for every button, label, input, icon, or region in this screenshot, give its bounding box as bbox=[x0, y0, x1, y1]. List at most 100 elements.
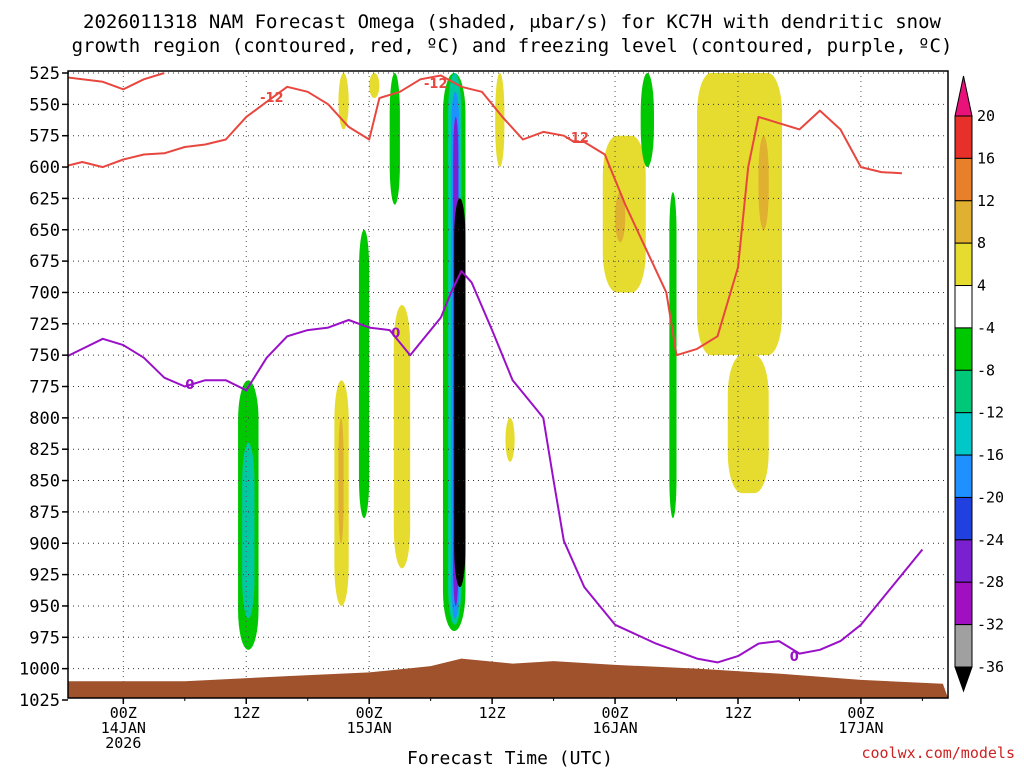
dendritic-contour-label: -12 bbox=[260, 91, 284, 106]
y-tick-label: 1000 bbox=[19, 660, 60, 680]
colorbar-band bbox=[954, 454, 973, 498]
colorbar-label: 16 bbox=[977, 149, 995, 167]
x-tick-label: 12Z bbox=[724, 704, 751, 722]
colorbar-label: -28 bbox=[977, 573, 1004, 591]
colorbar-label: -20 bbox=[977, 488, 1004, 506]
contour-2 bbox=[68, 270, 924, 664]
x-tick-label: 00Z bbox=[847, 704, 874, 722]
freezing-contour-label: 0 bbox=[790, 650, 799, 665]
colorbar-band bbox=[954, 539, 973, 583]
colorbar-band bbox=[954, 115, 973, 159]
plot-background bbox=[68, 71, 948, 698]
omega-region-5 bbox=[393, 304, 411, 569]
omega-region-21 bbox=[727, 355, 769, 494]
credit-text: coolwx.com/models bbox=[861, 744, 1015, 762]
y-tick-label: 1025 bbox=[19, 691, 60, 711]
y-tick-label: 550 bbox=[29, 95, 60, 115]
y-tick-label: 825 bbox=[29, 440, 60, 460]
colorbar-label: -32 bbox=[977, 616, 1004, 634]
x-tick-label: 14JAN bbox=[101, 719, 146, 737]
colorbar-label: -24 bbox=[977, 531, 1004, 549]
omega-region-15 bbox=[505, 417, 515, 462]
x-tick-label: 00Z bbox=[110, 704, 137, 722]
dendritic-contour-label: -12 bbox=[565, 131, 589, 146]
y-tick-label: 875 bbox=[29, 503, 60, 523]
contour-1 bbox=[68, 74, 902, 357]
y-tick-label: 625 bbox=[29, 189, 60, 209]
omega-region-3 bbox=[338, 417, 344, 544]
omega-region-22 bbox=[758, 135, 769, 230]
freezing-contour-label: 0 bbox=[185, 378, 194, 393]
colorbar-label: -12 bbox=[977, 404, 1004, 422]
y-tick-label: 900 bbox=[29, 534, 60, 554]
y-tick-label: 975 bbox=[29, 628, 60, 648]
y-tick-label: 700 bbox=[29, 283, 60, 303]
omega-region-7 bbox=[369, 73, 380, 99]
plot-area: -12 -12 -12 0 0 0 bbox=[68, 71, 948, 698]
colorbar: 20 16 12 8 4 -4 -8 -12 -16 -20 -24 -28 -32 -36 bbox=[954, 75, 1004, 693]
omega-region-19 bbox=[669, 192, 677, 519]
plot-frame bbox=[67, 70, 949, 699]
x-tick-label: 17JAN bbox=[838, 719, 883, 737]
x-tick-label: 16JAN bbox=[592, 719, 637, 737]
colorbar-label: -36 bbox=[977, 658, 1004, 676]
colorbar-band bbox=[954, 624, 973, 668]
plot-border bbox=[67, 70, 949, 699]
colorbar-bottom-arrow bbox=[954, 666, 973, 693]
colorbar-band bbox=[954, 200, 973, 244]
contour-0 bbox=[68, 72, 165, 91]
chart-title-line2: growth region (contoured, red, ºC) and f… bbox=[72, 35, 953, 57]
x-tick-label: 00Z bbox=[602, 704, 629, 722]
colorbar-label: -16 bbox=[977, 446, 1004, 464]
colorbar-label: 4 bbox=[977, 277, 986, 295]
omega-region-1 bbox=[242, 442, 255, 619]
colorbar-band bbox=[954, 369, 973, 414]
colorbar-label: -8 bbox=[977, 361, 995, 379]
colorbar-band bbox=[954, 496, 973, 541]
x-tick-label: 12Z bbox=[233, 704, 260, 722]
colorbar-label: 12 bbox=[977, 192, 995, 210]
y-tick-label: 775 bbox=[29, 378, 60, 398]
x-axis-label: Forecast Time (UTC) bbox=[407, 748, 613, 768]
terrain-surface bbox=[68, 658, 948, 698]
colorbar-band bbox=[954, 412, 973, 456]
omega-region-20 bbox=[697, 73, 783, 356]
y-tick-label: 525 bbox=[29, 64, 60, 84]
colorbar-band bbox=[954, 285, 973, 329]
omega-region-6 bbox=[338, 73, 349, 130]
omega-region-18 bbox=[640, 73, 654, 168]
freezing-contour-label: 0 bbox=[391, 327, 400, 342]
y-tick-label: 925 bbox=[29, 566, 60, 586]
colorbar-label: 8 bbox=[977, 234, 986, 252]
x-tick-label: 15JAN bbox=[347, 719, 392, 737]
y-tick-label: 750 bbox=[29, 346, 60, 366]
omega-region-4 bbox=[358, 229, 370, 519]
x-tick-label: 2026 bbox=[105, 734, 141, 752]
y-tick-label: 800 bbox=[29, 409, 60, 429]
chart-title-line1: 2026011318 NAM Forecast Omega (shaded, μ… bbox=[83, 11, 941, 33]
colorbar-label: -4 bbox=[977, 319, 995, 337]
omega-region-17 bbox=[615, 192, 626, 243]
y-tick-label: 950 bbox=[29, 597, 60, 617]
colorbar-band bbox=[954, 327, 973, 371]
y-tick-label: 725 bbox=[29, 315, 60, 335]
y-tick-label: 675 bbox=[29, 252, 60, 272]
y-tick-label: 575 bbox=[29, 127, 60, 147]
y-tick-label: 850 bbox=[29, 472, 60, 492]
dendritic-contour-label: -12 bbox=[424, 77, 448, 92]
y-axis: 525 550 575 600 625 650 675 700 725 750 775 800 825 8… bbox=[19, 64, 68, 711]
x-tick-label: 00Z bbox=[356, 704, 383, 722]
colorbar-band bbox=[954, 581, 973, 626]
y-tick-label: 600 bbox=[29, 158, 60, 178]
colorbar-band bbox=[954, 242, 973, 287]
omega-region-14 bbox=[495, 73, 505, 168]
colorbar-top-arrow bbox=[954, 75, 973, 117]
y-tick-label: 650 bbox=[29, 221, 60, 241]
x-tick-label: 12Z bbox=[479, 704, 506, 722]
omega-region-8 bbox=[389, 73, 400, 205]
colorbar-label: 20 bbox=[977, 107, 995, 125]
colorbar-band bbox=[954, 157, 973, 202]
omega-region-13 bbox=[454, 198, 466, 588]
